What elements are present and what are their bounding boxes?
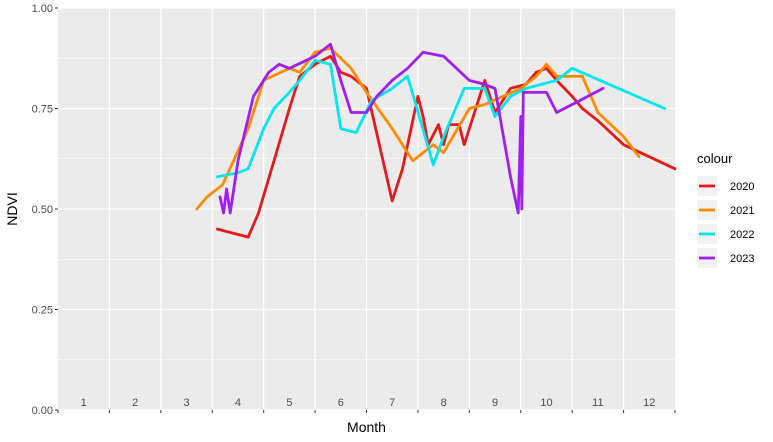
legend-title: colour xyxy=(697,151,733,166)
y-tick-label: 0.50 xyxy=(32,204,53,216)
series-lines xyxy=(195,42,677,239)
x-tick-label: 11 xyxy=(592,397,603,409)
x-tick-label: 7 xyxy=(389,397,395,409)
x-tick-label: 3 xyxy=(183,397,189,409)
legend-label-2021: 2021 xyxy=(730,205,754,217)
y-tick-label: 0.25 xyxy=(32,305,53,317)
x-axis: 1 2 3 4 5 6 7 8 9 10 11 12 xyxy=(57,397,676,413)
x-tick-label: 1 xyxy=(81,397,87,409)
x-tick-label: 6 xyxy=(338,397,344,409)
x-tick-label: 4 xyxy=(235,397,241,409)
series-line-2022 xyxy=(215,58,667,179)
x-tick-label: 5 xyxy=(286,397,292,409)
legend: colour 2020 2021 2022 2023 xyxy=(697,151,754,268)
x-tick-label: 9 xyxy=(492,397,498,409)
y-tick-label: 0.75 xyxy=(32,104,53,116)
y-axis-title: NDVI xyxy=(4,192,20,225)
legend-label-2022: 2022 xyxy=(730,229,754,241)
y-axis: 0.00 0.25 0.50 0.75 1.00 xyxy=(32,3,58,417)
legend-label-2023: 2023 xyxy=(730,253,754,265)
x-tick-label: 2 xyxy=(132,397,138,409)
series-line-2023 xyxy=(218,42,605,215)
y-tick-label: 0.00 xyxy=(32,405,53,417)
x-tick-label: 10 xyxy=(540,397,552,409)
y-tick-label: 1.00 xyxy=(32,3,53,15)
x-axis-title: Month xyxy=(347,419,386,435)
x-tick-label: 8 xyxy=(441,397,447,409)
x-tick-label: 12 xyxy=(643,397,655,409)
legend-label-2020: 2020 xyxy=(730,181,754,193)
